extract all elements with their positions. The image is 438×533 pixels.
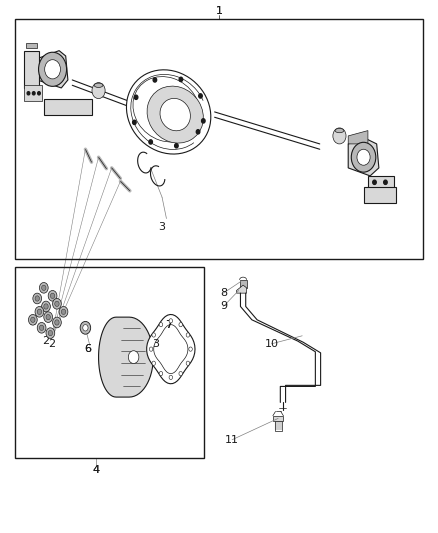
Text: 8: 8: [220, 288, 227, 298]
Ellipse shape: [160, 99, 191, 131]
Circle shape: [196, 130, 200, 134]
Text: 1: 1: [215, 6, 223, 15]
Circle shape: [61, 309, 66, 314]
Text: 11: 11: [225, 435, 239, 445]
Circle shape: [39, 52, 67, 86]
Circle shape: [149, 140, 152, 144]
Circle shape: [179, 372, 183, 376]
Ellipse shape: [335, 128, 344, 133]
Circle shape: [128, 351, 139, 364]
Circle shape: [179, 322, 183, 327]
Circle shape: [333, 128, 346, 144]
Circle shape: [37, 309, 42, 314]
Text: 3: 3: [159, 222, 166, 231]
Circle shape: [46, 328, 55, 338]
Text: 3: 3: [152, 339, 159, 349]
Circle shape: [134, 95, 138, 100]
Polygon shape: [154, 325, 188, 374]
Polygon shape: [24, 85, 42, 101]
Circle shape: [351, 142, 376, 172]
Circle shape: [39, 325, 44, 330]
Circle shape: [42, 301, 50, 312]
Circle shape: [35, 306, 44, 317]
Circle shape: [38, 92, 40, 95]
Ellipse shape: [94, 83, 103, 87]
Circle shape: [32, 92, 35, 95]
Polygon shape: [240, 280, 247, 288]
Polygon shape: [364, 187, 396, 203]
Circle shape: [27, 92, 30, 95]
Circle shape: [169, 375, 173, 379]
Circle shape: [39, 282, 48, 293]
Circle shape: [46, 314, 50, 320]
Text: 6: 6: [84, 344, 91, 354]
Circle shape: [149, 347, 153, 351]
Circle shape: [159, 322, 162, 327]
Text: 1: 1: [215, 6, 223, 15]
Circle shape: [53, 317, 61, 328]
Circle shape: [44, 304, 48, 309]
Ellipse shape: [147, 86, 203, 143]
Ellipse shape: [127, 70, 211, 154]
Polygon shape: [99, 317, 153, 397]
Circle shape: [33, 293, 42, 304]
Circle shape: [44, 312, 53, 322]
Ellipse shape: [133, 77, 200, 142]
Circle shape: [35, 296, 39, 301]
Circle shape: [53, 298, 61, 309]
Circle shape: [186, 361, 190, 366]
Polygon shape: [348, 131, 368, 144]
Circle shape: [80, 321, 91, 334]
Text: 7: 7: [165, 320, 172, 330]
Circle shape: [50, 293, 55, 298]
Polygon shape: [26, 43, 37, 48]
Circle shape: [133, 120, 136, 125]
Polygon shape: [348, 139, 379, 176]
Circle shape: [373, 180, 376, 184]
Circle shape: [159, 372, 162, 376]
Circle shape: [179, 77, 183, 82]
Circle shape: [201, 119, 205, 123]
Circle shape: [48, 330, 53, 336]
Circle shape: [83, 325, 88, 331]
Circle shape: [45, 60, 60, 79]
Text: 5: 5: [29, 318, 36, 327]
Text: 7: 7: [165, 320, 172, 330]
Text: 4: 4: [93, 465, 100, 475]
Text: 4: 4: [93, 465, 100, 475]
Polygon shape: [275, 421, 282, 431]
Circle shape: [189, 347, 192, 351]
Polygon shape: [273, 416, 283, 421]
Polygon shape: [147, 314, 195, 384]
Circle shape: [28, 314, 37, 325]
Polygon shape: [368, 176, 394, 189]
Circle shape: [175, 143, 178, 148]
Circle shape: [384, 180, 387, 184]
Text: 5: 5: [29, 318, 36, 327]
Circle shape: [186, 333, 190, 337]
Circle shape: [48, 290, 57, 301]
Circle shape: [31, 317, 35, 322]
Polygon shape: [44, 99, 92, 115]
Circle shape: [92, 83, 105, 99]
Circle shape: [152, 361, 155, 366]
Text: 2: 2: [42, 336, 49, 346]
Circle shape: [37, 322, 46, 333]
Polygon shape: [237, 285, 247, 293]
Circle shape: [169, 319, 173, 323]
Polygon shape: [37, 51, 68, 88]
Text: 10: 10: [265, 339, 279, 349]
Circle shape: [199, 94, 202, 98]
Text: 9: 9: [220, 302, 227, 311]
Circle shape: [152, 333, 155, 337]
Text: 6: 6: [84, 344, 91, 354]
Circle shape: [357, 149, 370, 165]
Circle shape: [55, 320, 59, 325]
Polygon shape: [24, 51, 39, 88]
Circle shape: [55, 301, 59, 306]
Text: 2: 2: [48, 339, 55, 349]
Circle shape: [59, 306, 68, 317]
Circle shape: [153, 78, 157, 82]
Circle shape: [42, 285, 46, 290]
